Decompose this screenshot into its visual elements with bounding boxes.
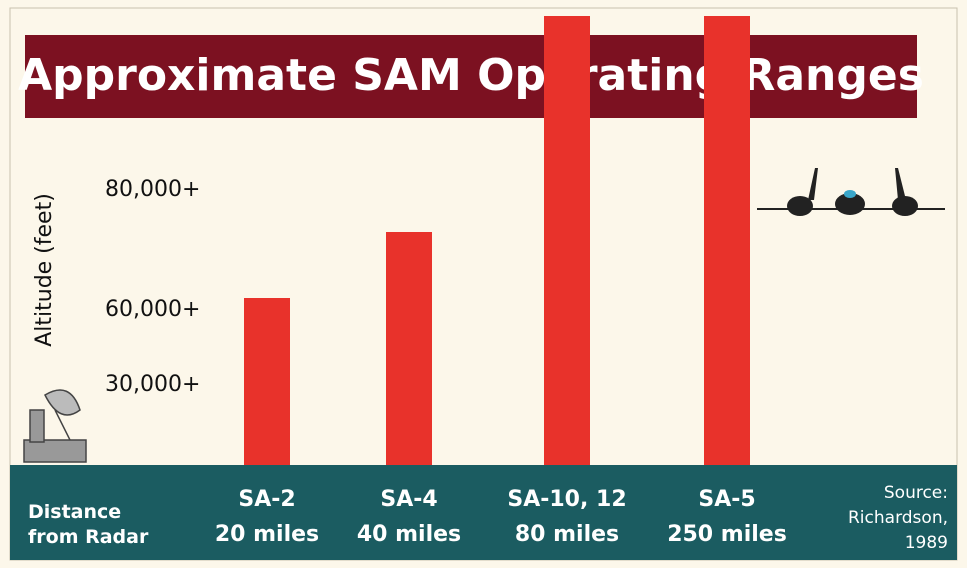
footer-band <box>10 465 957 560</box>
wrapped-text: Distance from Radar <box>28 501 149 548</box>
bar <box>544 16 590 465</box>
x-tick-label: SA-4 <box>380 487 437 512</box>
x-tick-label: SA-2 <box>238 487 295 512</box>
x-tick-sublabel: 40 miles <box>357 522 461 547</box>
x-axis-label: Distance from Radar <box>28 501 149 548</box>
jet-icon <box>757 168 945 216</box>
x-tick-label: SA-5 <box>698 487 755 512</box>
y-axis-label: Altitude (feet) <box>32 193 57 347</box>
y-tick-label: 80,000+ <box>105 177 200 202</box>
bar <box>386 232 432 465</box>
bar <box>704 16 750 465</box>
y-tick-label: 60,000+ <box>105 297 200 322</box>
bar <box>244 298 290 465</box>
y-tick-label: 30,000+ <box>105 372 200 397</box>
x-tick-sublabel: 20 miles <box>215 522 319 547</box>
wrapped-text: Source: Richardson, 1989 <box>848 483 948 553</box>
chart-title: Approximate SAM Operating Ranges <box>18 50 924 101</box>
x-tick-label: SA-10, 12 <box>507 487 626 512</box>
source-note: Source: Richardson, 1989 <box>848 483 948 553</box>
x-tick-sublabel: 80 miles <box>515 522 619 547</box>
radar-icon <box>23 389 87 463</box>
x-tick-sublabel: 250 miles <box>667 522 787 547</box>
title-banner <box>25 35 917 118</box>
